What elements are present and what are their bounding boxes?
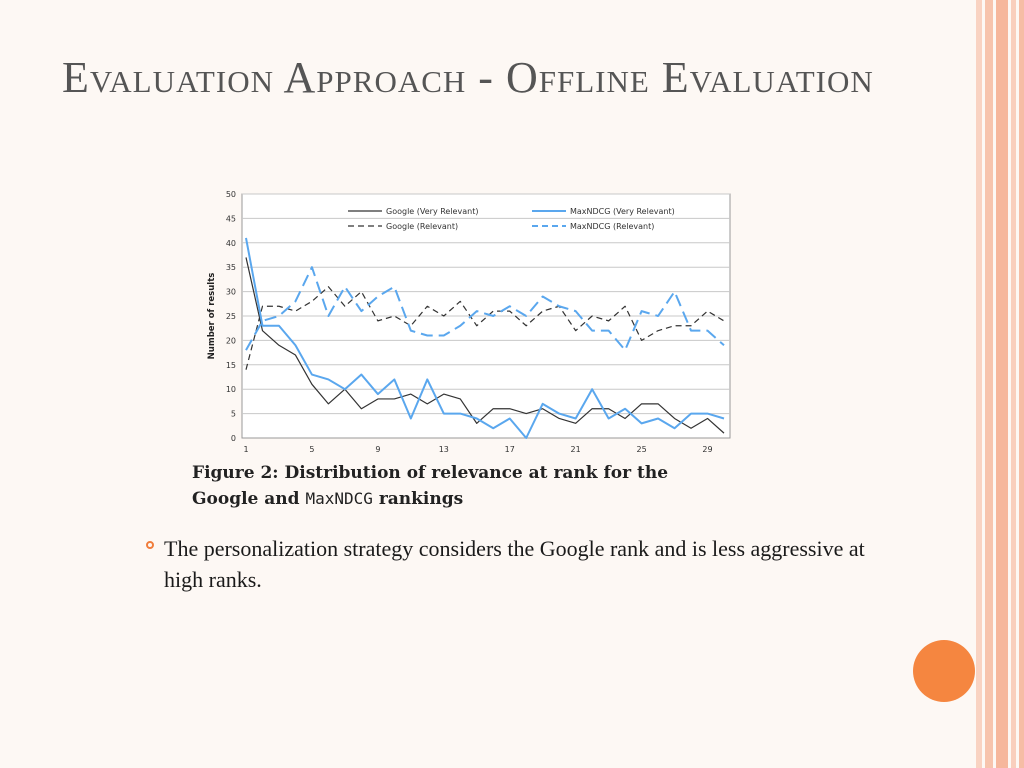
relevance-chart: 0 5 10 15 20 25 30 35 40 45 50 1 5 9 13 17 21 25 29 Number … [198,182,743,458]
x-tick-label: 5 [309,445,314,454]
series-line-2 [245,237,725,439]
y-tick-label: 25 [226,312,236,321]
y-axis-label: Number of results [207,273,217,360]
x-tick-label: 21 [571,445,581,454]
legend-label: MaxNDCG (Very Relevant) [570,207,675,216]
caption-text-b: rankings [372,489,464,509]
series-line-3 [245,266,725,352]
caption-line-1: Figure 2: Distribution of relevance at r… [192,463,669,483]
x-tick-label: 13 [439,445,449,454]
bullet-text: The personalization strategy considers t… [164,536,865,592]
series-line-0 [245,257,725,434]
x-tick-label: 1 [243,445,248,454]
x-tick-label: 29 [702,445,712,454]
y-tick-label: 35 [226,263,236,272]
decor-stripe-5 [1019,0,1024,768]
bullet-circle-icon [146,541,154,549]
y-tick-label: 0 [231,434,236,443]
bullet-item: The personalization strategy considers t… [146,533,886,595]
y-tick-label: 15 [226,361,236,370]
chart-series [245,237,725,439]
y-tick-label: 20 [226,336,236,345]
chart-legend: Google (Very Relevant) Google (Relevant) M… [348,207,675,231]
decor-stripe-4 [1011,0,1016,768]
y-tick-label: 10 [226,385,236,394]
y-tick-label: 40 [226,239,236,248]
legend-label: MaxNDCG (Relevant) [570,222,654,231]
x-tick-label: 17 [505,445,515,454]
y-tick-label: 45 [226,214,236,223]
y-tick-label: 5 [231,410,236,419]
decor-stripe-1 [976,0,982,768]
caption-text-a: Google and [192,489,306,509]
slide-title: Evaluation Approach - Offline Evaluation [62,53,874,102]
caption-line-2: Google and MaxNDCG rankings [192,486,772,512]
legend-label: Google (Relevant) [386,222,458,231]
caption-mono: MaxNDCG [305,489,373,508]
figure-caption: Figure 2: Distribution of relevance at r… [192,460,772,512]
decor-stripe-2 [985,0,993,768]
x-tick-label: 25 [636,445,646,454]
series-line-1 [245,286,725,370]
decor-circle [913,640,975,702]
y-tick-label: 30 [226,288,236,297]
y-tick-label: 50 [226,190,236,199]
legend-label: Google (Very Relevant) [386,207,478,216]
x-tick-label: 9 [375,445,380,454]
decor-stripe-3 [996,0,1008,768]
